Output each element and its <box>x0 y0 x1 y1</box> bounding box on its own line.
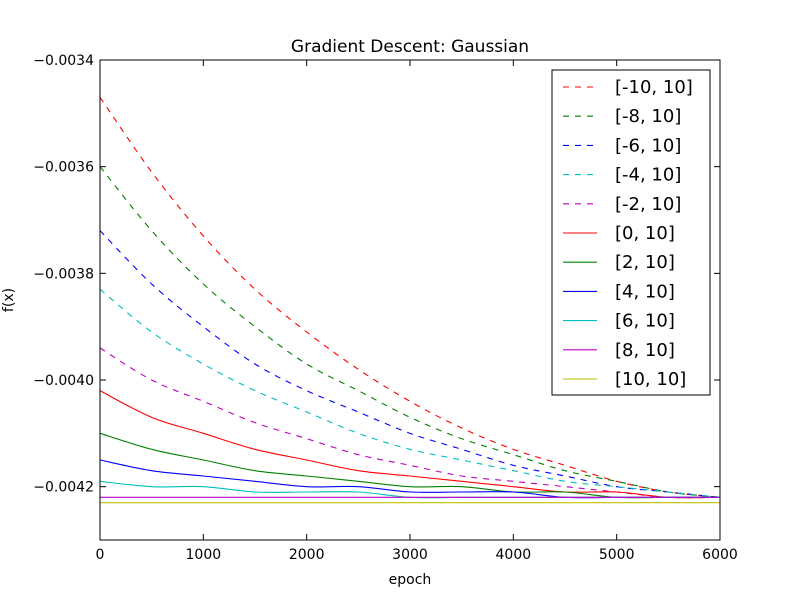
legend-entry: [-2, 10] <box>563 194 681 215</box>
y-tick-label: −0.0034 <box>33 53 94 69</box>
legend-label: [2, 10] <box>615 252 675 273</box>
legend-label: [-2, 10] <box>615 194 681 215</box>
chart-title: Gradient Descent: Gaussian <box>291 37 529 57</box>
legend-entry: [4, 10] <box>563 281 675 302</box>
series-line-1 <box>99 97 721 498</box>
legend: [-10, 10] [-8, 10] [-6, 10] [-4, 10] [-2, 10… <box>551 69 711 396</box>
legend-label: [6, 10] <box>615 311 675 332</box>
x-tick-label: 0 <box>96 547 105 563</box>
x-tick-label: 4000 <box>496 547 532 563</box>
x-tick-label: 3000 <box>392 547 428 563</box>
x-tick-label: 5000 <box>599 547 635 563</box>
x-tick-label: 6000 <box>702 547 738 563</box>
legend-entry: [0, 10] <box>563 223 675 244</box>
y-axis-label: f(x) <box>1 288 17 312</box>
legend-label: [-4, 10] <box>615 165 681 186</box>
legend-label: [0, 10] <box>615 223 675 244</box>
ticks-layer: 0 1000 2000 3000 4000 5000 6000 −0.0034 −0.0036 −… <box>33 53 738 563</box>
x-axis-label: epoch <box>389 572 432 588</box>
series-layer <box>99 97 721 504</box>
legend-entry: [-8, 10] <box>563 106 681 127</box>
legend-entry: [8, 10] <box>563 340 675 361</box>
series-line-4 <box>99 288 721 498</box>
legend-entry: [2, 10] <box>563 252 675 273</box>
legend-label: [-6, 10] <box>615 135 681 156</box>
legend-label: [10, 10] <box>615 369 686 390</box>
legend-entry: [-10, 10] <box>563 77 693 98</box>
legend-label: [-10, 10] <box>615 77 693 98</box>
y-tick-label: −0.0042 <box>33 480 94 496</box>
legend-items: [-10, 10] [-8, 10] [-6, 10] [-4, 10] [-2, 10… <box>563 77 693 390</box>
x-tick-label: 1000 <box>186 547 222 563</box>
legend-label: [4, 10] <box>615 281 675 302</box>
series-line-2 <box>99 166 721 498</box>
legend-label: [-8, 10] <box>615 106 681 127</box>
legend-entry: [-4, 10] <box>563 165 681 186</box>
legend-entry: [-6, 10] <box>563 135 681 156</box>
legend-entry: [6, 10] <box>563 311 675 332</box>
x-tick-label: 2000 <box>289 547 325 563</box>
y-tick-label: −0.0036 <box>33 160 94 176</box>
y-tick-label: −0.0038 <box>33 266 94 282</box>
y-tick-label: −0.0040 <box>33 373 94 389</box>
legend-entry: [10, 10] <box>563 369 686 390</box>
series-line-3 <box>99 230 721 498</box>
legend-label: [8, 10] <box>615 340 675 361</box>
series-line-6 <box>99 390 721 499</box>
